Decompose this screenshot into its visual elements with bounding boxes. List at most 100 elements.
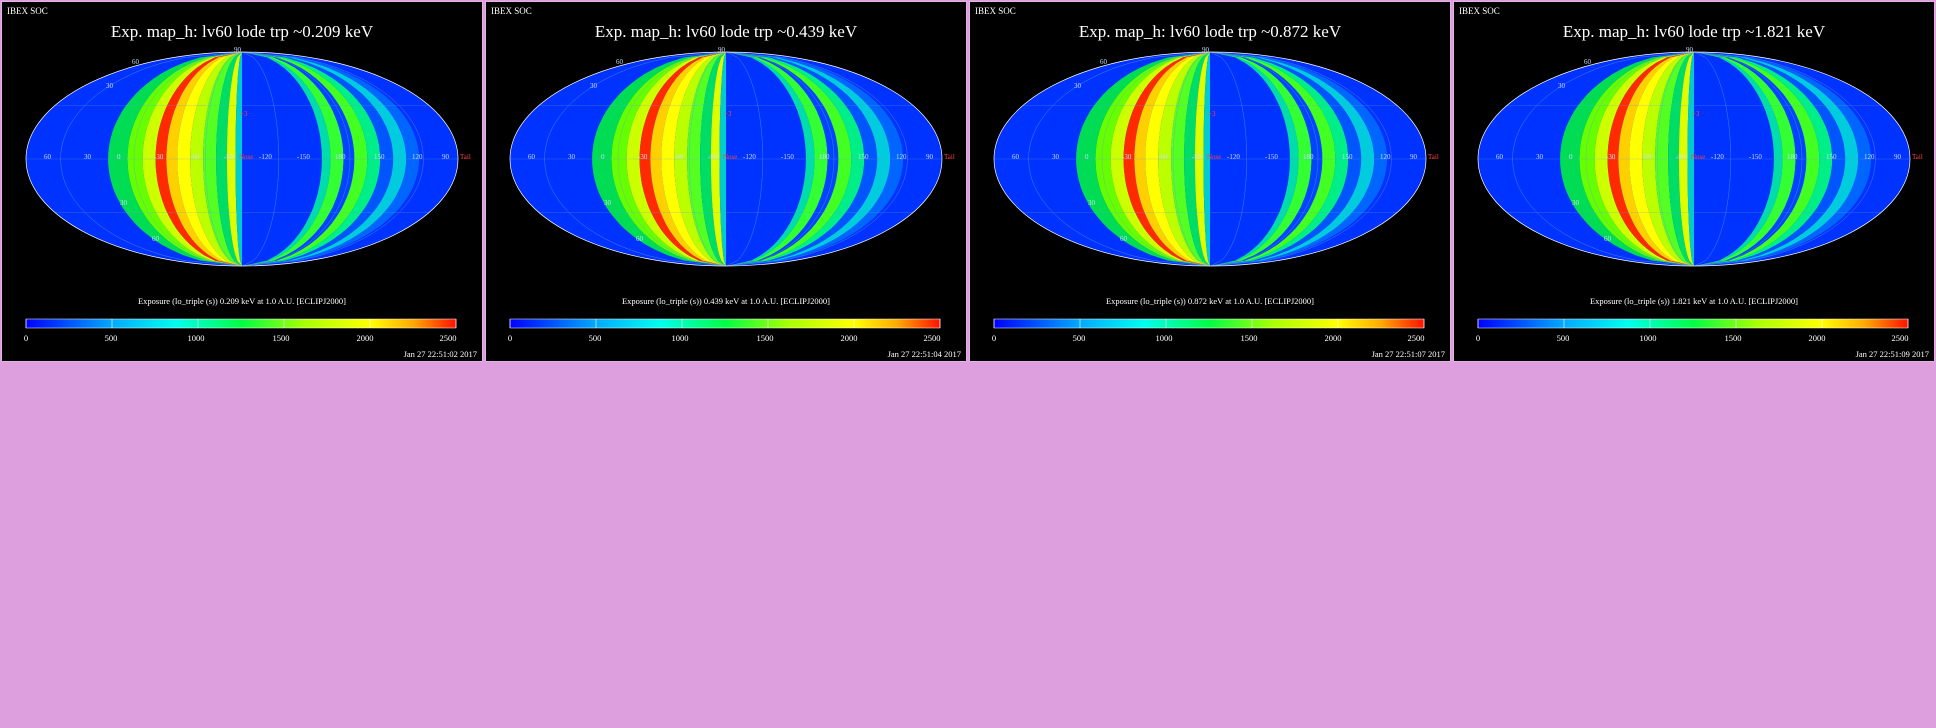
map-panel-1: 60 30 0 -30 -60 -90 -120 -150 180 150 120 90 30 60 90 3… — [1, 1, 483, 362]
colorbar-tick-label: 0 — [991, 333, 997, 343]
latitude-label: 30 — [590, 82, 598, 90]
longitude-gridline — [1693, 52, 1731, 266]
map-marker-label: +3 — [724, 110, 732, 118]
longitude-label: 90 — [1410, 153, 1418, 161]
map-title: Exp. map_h: lv60 lode trp ~0.209 keV — [110, 22, 374, 41]
latitude-label: 90 — [234, 46, 242, 54]
longitude-label: -60 — [674, 153, 684, 161]
latitude-label: 60 — [636, 235, 644, 243]
longitude-label: 0 — [1569, 153, 1573, 161]
longitude-gridline — [1512, 52, 1695, 266]
colorbar-tick-label: 1500 — [756, 333, 774, 343]
map-marker-label: Nose — [239, 153, 253, 161]
colorbar-tick-label: 1000 — [1639, 333, 1657, 343]
timestamp: Jan 27 22:51:09 2017 — [1855, 349, 1929, 359]
map-outline — [993, 51, 1427, 267]
map-title: Exp. map_h: lv60 lode trp ~0.872 keV — [1078, 22, 1342, 41]
longitude-label: -30 — [638, 153, 648, 161]
latitude-label: 60 — [132, 58, 140, 66]
colorbar-tick-label: 1000 — [187, 333, 205, 343]
colorbar — [1477, 318, 1909, 329]
longitude-label: -30 — [154, 153, 164, 161]
map-title: Exp. map_h: lv60 lode trp ~1.821 keV — [1562, 22, 1826, 41]
longitude-label: 150 — [1342, 153, 1353, 161]
map-marker-label: Nose — [1207, 153, 1221, 161]
colorbar-tick-label: 2500 — [439, 333, 457, 343]
longitude-label: 60 — [44, 153, 52, 161]
colorbar — [509, 318, 941, 329]
longitude-label: 180 — [335, 153, 346, 161]
colorbar-tick-label: 1500 — [1240, 333, 1258, 343]
colorbar-tick-label: 2000 — [1808, 333, 1826, 343]
latitude-label: 90 — [1202, 46, 1210, 54]
map-marker-label: Nose — [1691, 153, 1705, 161]
longitude-label: 30 — [1536, 153, 1544, 161]
longitude-gridline — [241, 52, 351, 266]
latitude-label: 60 — [152, 235, 160, 243]
longitude-label: 120 — [1380, 153, 1391, 161]
latitude-label: 60 — [1604, 235, 1612, 243]
longitude-label: -90 — [224, 153, 234, 161]
latitude-label: 30 — [1572, 199, 1580, 207]
longitude-label: -150 — [781, 153, 794, 161]
map-panel-3: 60 30 0 -30 -60 -90 -120 -150 180 150 120 90 30 60 90 3… — [969, 1, 1451, 362]
longitude-gridline — [725, 52, 763, 266]
longitude-gridline — [241, 52, 279, 266]
latitude-label: 30 — [120, 199, 128, 207]
timestamp: Jan 27 22:51:07 2017 — [1371, 349, 1445, 359]
latitude-label: 60 — [1584, 58, 1592, 66]
longitude-gridline — [1693, 52, 1876, 266]
colorbar-label: Exposure (lo_triple (s)) 0.209 keV at 1.… — [137, 296, 347, 306]
colorbar-tick-label: 1000 — [671, 333, 689, 343]
timestamp: Jan 27 22:51:02 2017 — [403, 349, 477, 359]
longitude-gridline — [1101, 52, 1211, 266]
longitude-label: 0 — [117, 153, 121, 161]
longitude-label: 60 — [528, 153, 536, 161]
colorbar-tick-label: 1500 — [272, 333, 290, 343]
map-title: Exp. map_h: lv60 lode trp ~0.439 keV — [594, 22, 858, 41]
mollweide-map-svg: 60 30 0 -30 -60 -90 -120 -150 180 150 120 90 30 60 90 3… — [1477, 46, 1923, 329]
colorbar-tick-label: 2500 — [1891, 333, 1909, 343]
longitude-gridline — [133, 52, 243, 266]
longitude-gridline — [60, 52, 243, 266]
corner-label: IBEX SOC — [7, 6, 48, 16]
latitude-label: 60 — [1100, 58, 1108, 66]
longitude-gridline — [689, 52, 727, 266]
longitude-gridline — [1585, 52, 1695, 266]
map-marker-label: Nose — [723, 153, 737, 161]
colorbar — [25, 318, 457, 329]
latitude-label: 90 — [718, 46, 726, 54]
longitude-label: -150 — [1265, 153, 1278, 161]
map-marker-label: +3 — [1692, 110, 1700, 118]
longitude-gridline — [1693, 52, 1803, 266]
colorbar-tick-label: 1500 — [1724, 333, 1742, 343]
longitude-label: -120 — [1227, 153, 1240, 161]
longitude-label: -150 — [1749, 153, 1762, 161]
map-marker-label: Tail — [1912, 153, 1923, 161]
longitude-gridline — [544, 52, 727, 266]
longitude-label: 150 — [1826, 153, 1837, 161]
longitude-label: -120 — [259, 153, 272, 161]
colorbar-tick-label: 500 — [1072, 333, 1086, 343]
colorbar-tick-label: 0 — [1475, 333, 1481, 343]
longitude-label: 0 — [601, 153, 605, 161]
panel-grid: 60 30 0 -30 -60 -90 -120 -150 180 150 120 90 30 60 90 3… — [1, 1, 1935, 362]
longitude-label: 30 — [568, 153, 576, 161]
longitude-gridline — [241, 52, 424, 266]
longitude-label: -30 — [1606, 153, 1616, 161]
latitude-label: 90 — [1686, 46, 1694, 54]
colorbar — [993, 318, 1425, 329]
colorbar-tick-label: 0 — [507, 333, 513, 343]
latitude-label: 60 — [616, 58, 624, 66]
corner-label: IBEX SOC — [975, 6, 1016, 16]
longitude-label: -60 — [1158, 153, 1168, 161]
colorbar-tick-label: 2000 — [840, 333, 858, 343]
longitude-label: -90 — [708, 153, 718, 161]
longitude-gridline — [617, 52, 727, 266]
longitude-label: -120 — [1711, 153, 1724, 161]
colorbar-tick-label: 2000 — [1324, 333, 1342, 343]
map-marker-label: Tail — [944, 153, 955, 161]
longitude-label: 60 — [1012, 153, 1020, 161]
map-panel-4: 60 30 0 -30 -60 -90 -120 -150 180 150 120 90 30 60 90 3… — [1453, 1, 1935, 362]
longitude-label: 120 — [1864, 153, 1875, 161]
